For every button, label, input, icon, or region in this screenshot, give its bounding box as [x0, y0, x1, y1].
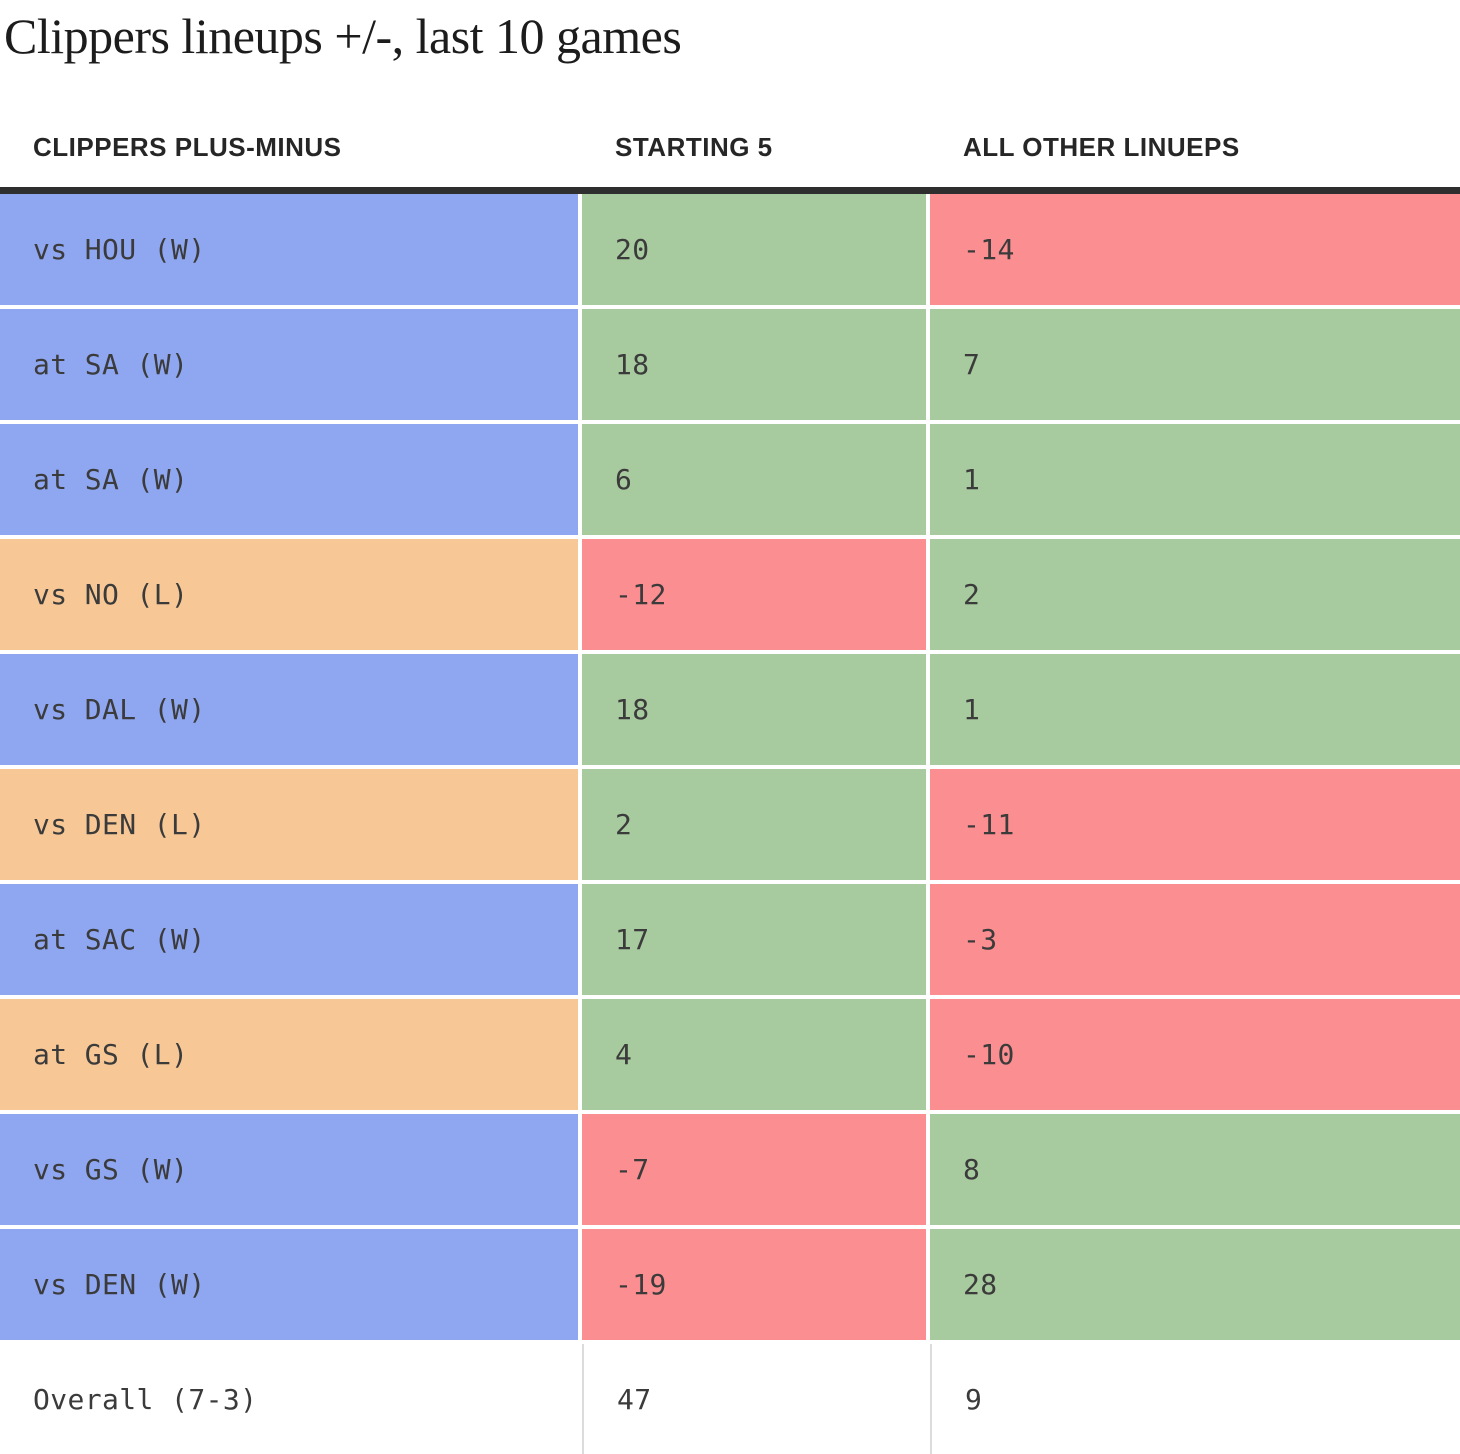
opponent-cell: vs HOU (W)	[0, 194, 578, 306]
starting5-cell: 18	[582, 309, 926, 421]
other-lineups-cell: -11	[930, 769, 1460, 881]
table-row: at GS (L) 4 -10	[0, 999, 1460, 1111]
opponent-cell: vs NO (L)	[0, 539, 578, 651]
table-row: vs NO (L) -12 2	[0, 539, 1460, 651]
other-lineups-cell: 2	[930, 539, 1460, 651]
other-lineups-cell: -10	[930, 999, 1460, 1111]
starting5-cell: -7	[582, 1114, 926, 1226]
table-row: vs HOU (W) 20 -14	[0, 194, 1460, 306]
opponent-cell: at SAC (W)	[0, 884, 578, 996]
table-row: vs DEN (L) 2 -11	[0, 769, 1460, 881]
opponent-cell: at SA (W)	[0, 424, 578, 536]
starting5-cell: 6	[582, 424, 926, 536]
page-title: Clippers lineups +/-, last 10 games	[4, 8, 682, 64]
table-row: at SAC (W) 17 -3	[0, 884, 1460, 996]
table-header-row: CLIPPERS PLUS-MINUS STARTING 5 ALL OTHER…	[0, 132, 1460, 163]
starting5-cell: 17	[582, 884, 926, 996]
opponent-cell: at GS (L)	[0, 999, 578, 1111]
starting5-cell: -12	[582, 539, 926, 651]
other-lineups-cell: -14	[930, 194, 1460, 306]
starting5-cell: 20	[582, 194, 926, 306]
opponent-cell: vs DAL (W)	[0, 654, 578, 766]
opponent-cell: vs GS (W)	[0, 1114, 578, 1226]
opponent-cell: vs DEN (L)	[0, 769, 578, 881]
other-lineups-cell: 1	[930, 424, 1460, 536]
header-divider	[0, 187, 1460, 195]
other-lineups-cell: -3	[930, 884, 1460, 996]
table-row: at SA (W) 6 1	[0, 424, 1460, 536]
lineups-table: vs HOU (W) 20 -14 at SA (W) 18 7 at SA (W) 6 1 vs…	[0, 190, 1460, 1454]
table-row: vs DAL (W) 18 1	[0, 654, 1460, 766]
table-body: vs HOU (W) 20 -14 at SA (W) 18 7 at SA (W) 6 1 vs…	[0, 194, 1460, 1454]
table-row: at SA (W) 18 7	[0, 309, 1460, 421]
column-header-starting5: STARTING 5	[615, 132, 773, 162]
column-header-opponent: CLIPPERS PLUS-MINUS	[33, 132, 342, 162]
total-row: Overall (7-3) 47 9	[0, 1344, 1460, 1454]
other-lineups-cell: 7	[930, 309, 1460, 421]
opponent-cell: Overall (7-3)	[0, 1344, 578, 1454]
starting5-cell: 4	[582, 999, 926, 1111]
column-header-other-lineups: ALL OTHER LINUEPS	[963, 132, 1240, 162]
other-lineups-cell: 9	[930, 1344, 1460, 1454]
starting5-cell: -19	[582, 1229, 926, 1341]
other-lineups-cell: 28	[930, 1229, 1460, 1341]
table-row: vs GS (W) -7 8	[0, 1114, 1460, 1226]
other-lineups-cell: 1	[930, 654, 1460, 766]
table-row: vs DEN (W) -19 28	[0, 1229, 1460, 1341]
starting5-cell: 47	[582, 1344, 926, 1454]
opponent-cell: vs DEN (W)	[0, 1229, 578, 1341]
opponent-cell: at SA (W)	[0, 309, 578, 421]
other-lineups-cell: 8	[930, 1114, 1460, 1226]
starting5-cell: 2	[582, 769, 926, 881]
starting5-cell: 18	[582, 654, 926, 766]
